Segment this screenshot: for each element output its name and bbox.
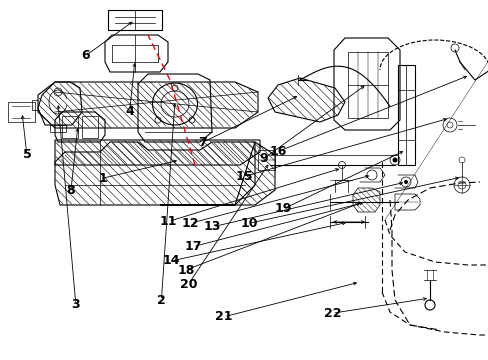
Text: 15: 15 bbox=[235, 170, 253, 183]
Text: 10: 10 bbox=[240, 217, 258, 230]
Text: 2: 2 bbox=[157, 294, 165, 307]
Text: 5: 5 bbox=[22, 148, 31, 161]
Text: 9: 9 bbox=[259, 152, 268, 165]
Text: 6: 6 bbox=[81, 49, 90, 62]
Text: 20: 20 bbox=[179, 278, 197, 291]
Circle shape bbox=[403, 180, 407, 184]
Text: 3: 3 bbox=[71, 298, 80, 311]
Circle shape bbox=[392, 158, 397, 162]
Text: 12: 12 bbox=[182, 217, 199, 230]
Text: 18: 18 bbox=[177, 264, 194, 276]
Text: 22: 22 bbox=[323, 307, 341, 320]
Text: 7: 7 bbox=[198, 136, 207, 149]
Text: 1: 1 bbox=[98, 172, 107, 185]
Text: 8: 8 bbox=[66, 184, 75, 197]
Text: 17: 17 bbox=[184, 240, 202, 253]
Text: 21: 21 bbox=[215, 310, 232, 323]
Text: 4: 4 bbox=[125, 105, 134, 118]
Text: 13: 13 bbox=[203, 220, 221, 233]
Text: 19: 19 bbox=[274, 202, 292, 215]
Text: 11: 11 bbox=[160, 215, 177, 228]
Text: 16: 16 bbox=[269, 145, 287, 158]
Text: 14: 14 bbox=[162, 255, 180, 267]
